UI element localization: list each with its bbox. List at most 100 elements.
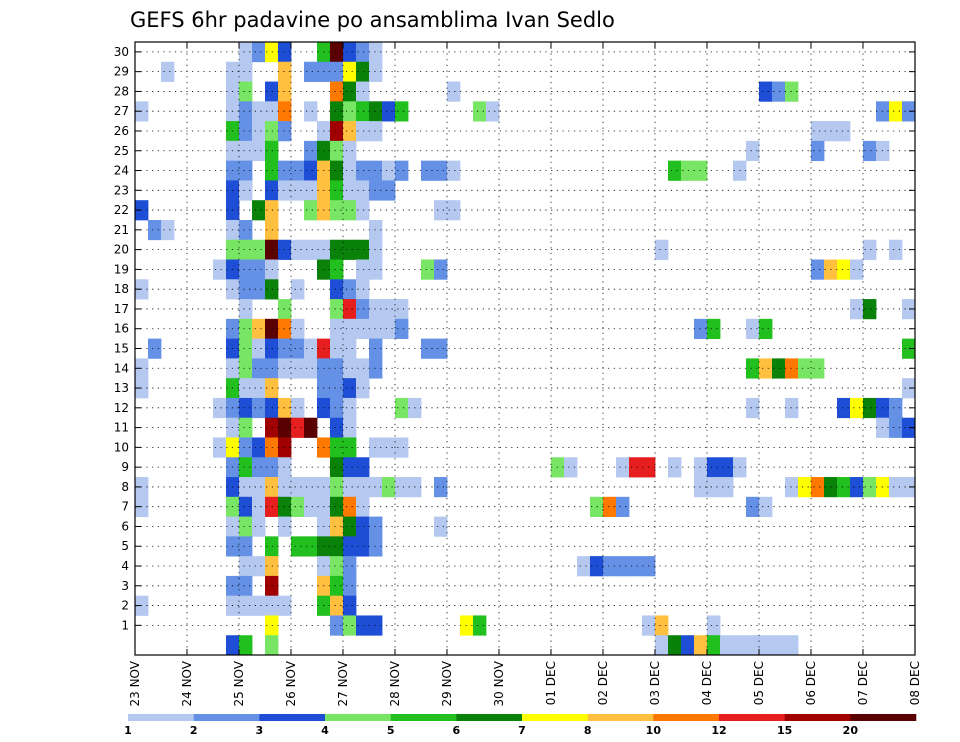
heatmap-cell	[239, 239, 253, 260]
heatmap-cell	[356, 378, 370, 399]
y-tick-label: 30	[114, 45, 129, 59]
heatmap-cell	[746, 496, 760, 517]
heatmap-cell	[239, 338, 253, 359]
heatmap-cell	[356, 200, 370, 221]
colorbar-label: 20	[843, 724, 859, 737]
x-tick-label: 28 NOV	[388, 660, 402, 706]
heatmap-cell	[369, 477, 383, 498]
heatmap-cell	[330, 299, 344, 320]
heatmap-cell	[902, 417, 916, 438]
heatmap-cell	[850, 259, 864, 280]
heatmap-cell	[330, 358, 344, 379]
heatmap-cell	[746, 358, 760, 379]
heatmap-cell	[343, 279, 357, 300]
heatmap-cell	[902, 338, 916, 359]
heatmap-cell	[889, 101, 903, 122]
heatmap-cell	[161, 219, 175, 241]
heatmap-cell	[356, 239, 370, 260]
heatmap-cell	[343, 42, 357, 63]
x-tick-label: 25 NOV	[232, 660, 246, 706]
heatmap-cell	[330, 378, 344, 399]
heatmap-cell	[291, 477, 305, 498]
heatmap-cell	[330, 200, 344, 221]
heatmap-cell	[278, 595, 292, 616]
heatmap-cell	[369, 61, 383, 82]
heatmap-cell	[395, 101, 409, 122]
heatmap-cell	[278, 299, 292, 320]
colorbar-label: 10	[646, 724, 662, 737]
heatmap-cell	[668, 635, 682, 656]
y-tick-label: 11	[114, 421, 129, 435]
heatmap-cell	[369, 338, 383, 359]
y-tick-label: 8	[121, 480, 129, 494]
heatmap-cell	[863, 299, 877, 320]
heatmap-cell	[369, 239, 383, 260]
heatmap-cell	[265, 496, 279, 517]
heatmap-cell	[330, 318, 344, 340]
heatmap-cell	[369, 259, 383, 280]
y-tick-label: 29	[114, 65, 129, 79]
heatmap-cell	[837, 477, 851, 498]
heatmap-cell	[902, 101, 916, 122]
heatmap-cell	[278, 457, 292, 478]
heatmap-cell	[772, 358, 786, 379]
heatmap-cell	[434, 160, 448, 181]
heatmap-cell	[252, 397, 266, 419]
heatmap-cell	[265, 318, 279, 340]
heatmap-cell	[356, 299, 370, 320]
heatmap-cell	[343, 61, 357, 82]
y-tick-label: 22	[114, 203, 129, 217]
heatmap-cell	[395, 477, 409, 498]
heatmap-cell	[382, 180, 396, 201]
y-tick-label: 17	[114, 302, 129, 316]
heatmap-cell	[733, 635, 747, 656]
heatmap-cell	[369, 42, 383, 63]
heatmap-cell	[356, 279, 370, 300]
heatmap-cell	[369, 180, 383, 201]
heatmap-cell	[252, 437, 266, 458]
heatmap-cell	[252, 556, 266, 577]
heatmap-cell	[239, 160, 253, 181]
heatmap-cell	[668, 457, 682, 478]
heatmap-cell	[330, 338, 344, 359]
heatmap-cell	[252, 239, 266, 260]
heatmap-cell	[265, 358, 279, 379]
heatmap-cell	[330, 457, 344, 478]
heatmap-cell	[278, 397, 292, 419]
heatmap-cell	[772, 635, 786, 656]
heatmap-cell	[161, 61, 175, 82]
heatmap-cell	[265, 536, 279, 557]
heatmap-cell	[434, 200, 448, 221]
y-tick-label: 2	[121, 599, 129, 613]
y-tick-label: 16	[114, 322, 129, 336]
heatmap-cell	[304, 477, 318, 498]
x-tick-label: 01 DEC	[544, 661, 558, 705]
x-tick-label: 29 NOV	[440, 660, 454, 706]
colorbar-label: 8	[584, 724, 592, 737]
heatmap-cell	[343, 595, 357, 616]
heatmap-cell	[278, 338, 292, 359]
heatmap-cell	[278, 516, 292, 537]
heatmap-cell	[356, 81, 370, 102]
heatmap-cell	[434, 259, 448, 280]
heatmap-cell	[356, 477, 370, 498]
heatmap-cell	[330, 61, 344, 82]
colorbar-segment	[259, 714, 326, 721]
heatmap-cell	[239, 180, 253, 201]
colorbar-segment	[784, 714, 851, 721]
heatmap-cell	[603, 496, 617, 517]
heatmap-cell	[304, 358, 318, 379]
heatmap-cell	[239, 42, 253, 63]
heatmap-cell	[369, 121, 383, 142]
heatmap-cell	[330, 595, 344, 616]
heatmap-cell	[356, 121, 370, 142]
y-tick-label: 1	[121, 618, 129, 632]
colorbar-segment	[456, 714, 523, 721]
heatmap-cell	[304, 338, 318, 359]
x-tick-label: 06 DEC	[804, 661, 818, 705]
y-tick-label: 26	[114, 124, 129, 138]
heatmap-cell	[889, 477, 903, 498]
heatmap-cell	[343, 121, 357, 142]
heatmap-cell	[304, 61, 318, 82]
